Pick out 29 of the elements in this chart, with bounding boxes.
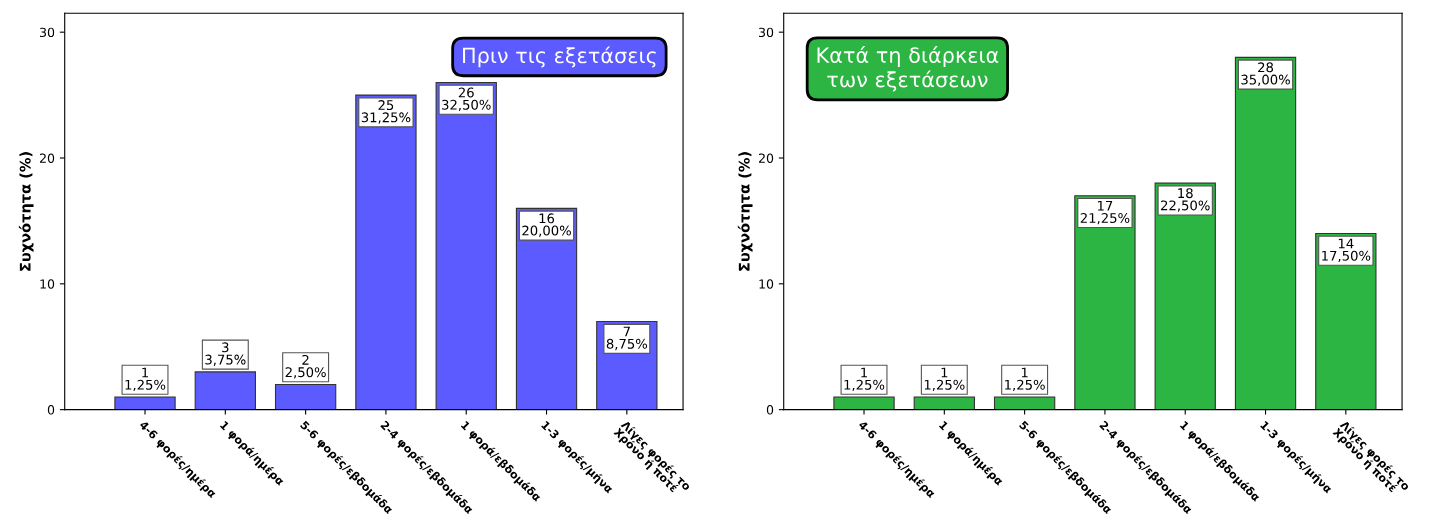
y-axis-title: Συχνότητα (%) xyxy=(18,152,34,271)
y-tick-label: 0 xyxy=(766,405,774,415)
y-tick-label: 10 xyxy=(759,279,774,289)
data-label: 1 1,25% xyxy=(1005,367,1045,392)
y-tick-label: 30 xyxy=(759,27,774,38)
data-label: 28 35,00% xyxy=(1241,62,1290,86)
y-tick-label: 30 xyxy=(40,27,55,38)
data-label: 18 22,50% xyxy=(1161,188,1210,212)
y-axis-title: Συχνότητα (%) xyxy=(737,152,753,271)
data-label: 26 32,50% xyxy=(442,87,491,112)
data-label: 2 2,50% xyxy=(285,354,326,379)
data-label: 17 21,25% xyxy=(1080,200,1130,225)
text: Κατά τη διάρκεια των εξετάσεων xyxy=(817,46,999,92)
data-label: 14 17,50% xyxy=(1322,238,1371,263)
data-label: 1 1,25% xyxy=(924,367,965,392)
y-tick-label: 10 xyxy=(40,279,55,289)
y-tick-label: 20 xyxy=(40,153,55,163)
y-tick-label: 20 xyxy=(759,153,774,163)
data-label: 1 1,25% xyxy=(125,367,166,392)
text: Πριν τις εξετάσεις xyxy=(463,46,656,68)
bar xyxy=(355,94,417,410)
data-label: 3 3,75% xyxy=(205,342,246,366)
y-tick-label: 0 xyxy=(47,405,55,415)
bar xyxy=(1234,56,1297,410)
data-label: 1 1,25% xyxy=(844,367,885,392)
bar xyxy=(435,81,497,410)
data-label: 25 31,25% xyxy=(361,100,411,124)
data-label: 16 20,00% xyxy=(522,213,571,237)
data-label: 7 8,75% xyxy=(606,326,648,351)
